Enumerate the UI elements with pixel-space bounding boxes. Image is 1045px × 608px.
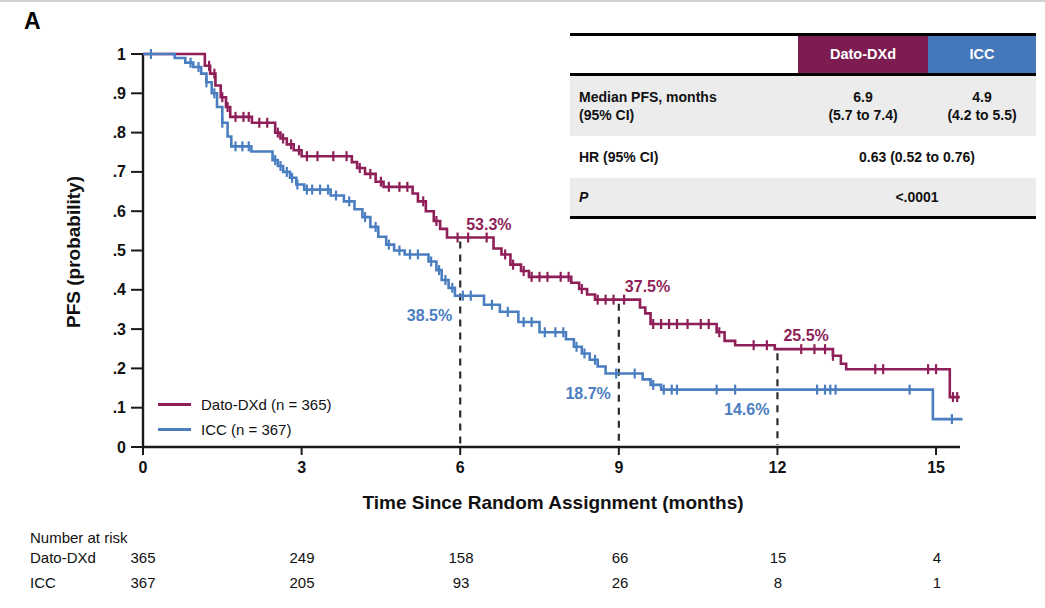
svg-text:.8: .8 xyxy=(113,124,126,141)
svg-text:.6: .6 xyxy=(113,203,126,220)
results-table: Dato-DXd ICC Median PFS, months (95% CI)… xyxy=(570,33,1036,219)
svg-text:12: 12 xyxy=(769,459,787,476)
risk-value: 66 xyxy=(580,549,660,566)
results-header-dato: Dato-DXd xyxy=(798,35,928,75)
risk-value: 367 xyxy=(103,574,183,591)
results-row-p: P <.0001 xyxy=(570,178,1036,218)
svg-text:15: 15 xyxy=(927,459,945,476)
median-pfs-label: Median PFS, months (95% CI) xyxy=(570,75,798,137)
svg-text:18.7%: 18.7% xyxy=(565,385,610,402)
results-row-hr: HR (95% CI) 0.63 (0.52 to 0.76) xyxy=(570,136,1036,178)
legend: Dato-DXd (n = 365) ICC (n = 367) xyxy=(158,392,331,442)
svg-text:6: 6 xyxy=(456,459,465,476)
svg-text:0: 0 xyxy=(117,439,126,456)
svg-text:3: 3 xyxy=(297,459,306,476)
svg-text:0: 0 xyxy=(139,459,148,476)
svg-text:.3: .3 xyxy=(113,321,126,338)
risk-row-dato-label: Dato-DXd xyxy=(30,549,96,566)
svg-text:9: 9 xyxy=(614,459,623,476)
risk-value: 15 xyxy=(738,549,818,566)
svg-text:.5: .5 xyxy=(113,242,126,259)
legend-item-dato: Dato-DXd (n = 365) xyxy=(158,392,331,417)
results-header-row: Dato-DXd ICC xyxy=(570,35,1036,75)
risk-value: 93 xyxy=(421,574,501,591)
dato-line-swatch xyxy=(158,403,191,406)
results-header-blank xyxy=(570,35,798,75)
p-value: <.0001 xyxy=(798,178,1036,218)
legend-label-dato: Dato-DXd (n = 365) xyxy=(201,396,331,413)
svg-text:14.6%: 14.6% xyxy=(724,401,769,418)
svg-text:.4: .4 xyxy=(113,281,126,298)
risk-value: 205 xyxy=(262,574,342,591)
svg-text:1: 1 xyxy=(117,46,126,63)
icc-line-swatch xyxy=(158,428,191,431)
hr-value: 0.63 (0.52 to 0.76) xyxy=(798,136,1036,178)
median-pfs-icc-value: 4.9 (4.2 to 5.5) xyxy=(928,75,1036,137)
risk-value: 249 xyxy=(262,549,342,566)
svg-text:25.5%: 25.5% xyxy=(783,327,828,344)
svg-text:.9: .9 xyxy=(113,85,126,102)
hr-label: HR (95% CI) xyxy=(570,136,798,178)
svg-text:.2: .2 xyxy=(113,360,126,377)
risk-value: 365 xyxy=(103,549,183,566)
svg-text:.7: .7 xyxy=(113,163,126,180)
svg-text:.1: .1 xyxy=(113,399,126,416)
legend-label-icc: ICC (n = 367) xyxy=(201,421,291,438)
svg-text:53.3%: 53.3% xyxy=(466,216,511,233)
risk-value: 158 xyxy=(421,549,501,566)
risk-value: 8 xyxy=(738,574,818,591)
risk-value: 1 xyxy=(897,574,977,591)
p-label: P xyxy=(570,178,798,218)
results-header-icc: ICC xyxy=(928,35,1036,75)
risk-value: 4 xyxy=(897,549,977,566)
legend-item-icc: ICC (n = 367) xyxy=(158,417,331,442)
number-at-risk-title: Number at risk xyxy=(30,529,128,546)
svg-text:38.5%: 38.5% xyxy=(407,307,452,324)
median-pfs-dato-value: 6.9 (5.7 to 7.4) xyxy=(798,75,928,137)
risk-value: 26 xyxy=(580,574,660,591)
results-row-median: Median PFS, months (95% CI) 6.9 (5.7 to … xyxy=(570,75,1036,137)
svg-text:37.5%: 37.5% xyxy=(625,278,670,295)
risk-row-icc-label: ICC xyxy=(30,574,56,591)
